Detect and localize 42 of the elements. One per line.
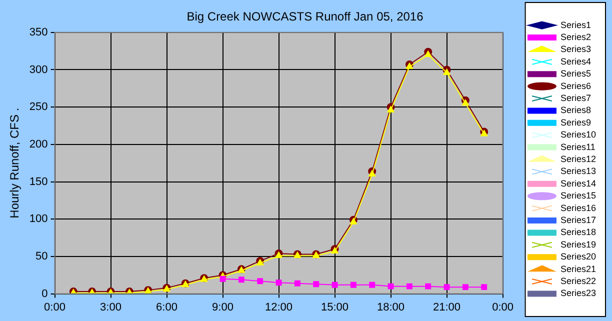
legend-label: Series3	[560, 44, 591, 54]
legend-label: Series4	[560, 56, 591, 66]
y-tick-label: 150	[29, 176, 48, 188]
y-tick-label: 50	[36, 250, 48, 262]
legend-label: Series7	[560, 92, 591, 103]
x-tick-label: 9:00	[212, 301, 234, 314]
legend-label: Series9	[560, 117, 591, 128]
legend-label: Series18	[560, 227, 596, 238]
y-tick-label: 250	[29, 101, 48, 114]
legend-label: Series1	[560, 20, 591, 30]
legend-label: Series22	[560, 276, 596, 286]
legend-label: Series14	[560, 178, 596, 188]
legend-label: Series16	[560, 202, 596, 213]
x-tick-label: 3:00	[100, 301, 122, 314]
legend-label: Series15	[560, 190, 596, 201]
legend-label: Series11	[560, 142, 596, 152]
legend-label: Series20	[560, 252, 596, 262]
chart-title: Big Creek NOWCASTS Runoff Jan 05, 2016	[186, 10, 424, 24]
legend-label: Series17	[560, 214, 596, 225]
y-tick-label: 100	[29, 213, 48, 226]
x-tick-label: 18:00	[377, 301, 405, 314]
x-tick-label: 12:00	[265, 301, 293, 314]
x-tick-label: 0:00	[44, 301, 66, 314]
legend-label: Series23	[560, 288, 596, 298]
y-axis-title: Hourly Runoff, CFS .	[8, 108, 22, 218]
x-tick-label: 21:00	[433, 301, 461, 314]
legend-label: Series10	[560, 130, 596, 140]
legend-label: Series13	[560, 166, 596, 176]
legend-label: Series5	[560, 68, 591, 79]
x-tick-label: 15:00	[321, 301, 349, 314]
x-tick-label: 0:00	[492, 301, 514, 314]
legend-label: Series6	[560, 80, 591, 91]
legend-label: Series19	[560, 239, 596, 250]
legend-label: Series12	[560, 154, 596, 164]
y-tick-label: 200	[29, 138, 48, 150]
legend-label: Series2	[560, 32, 591, 42]
legend-label: Series8	[560, 105, 591, 116]
y-tick-label: 350	[29, 26, 48, 38]
x-tick-label: 6:00	[156, 301, 178, 314]
legend-label: Series21	[560, 264, 596, 274]
y-tick-label: 0	[42, 288, 48, 300]
y-tick-label: 300	[29, 64, 48, 76]
